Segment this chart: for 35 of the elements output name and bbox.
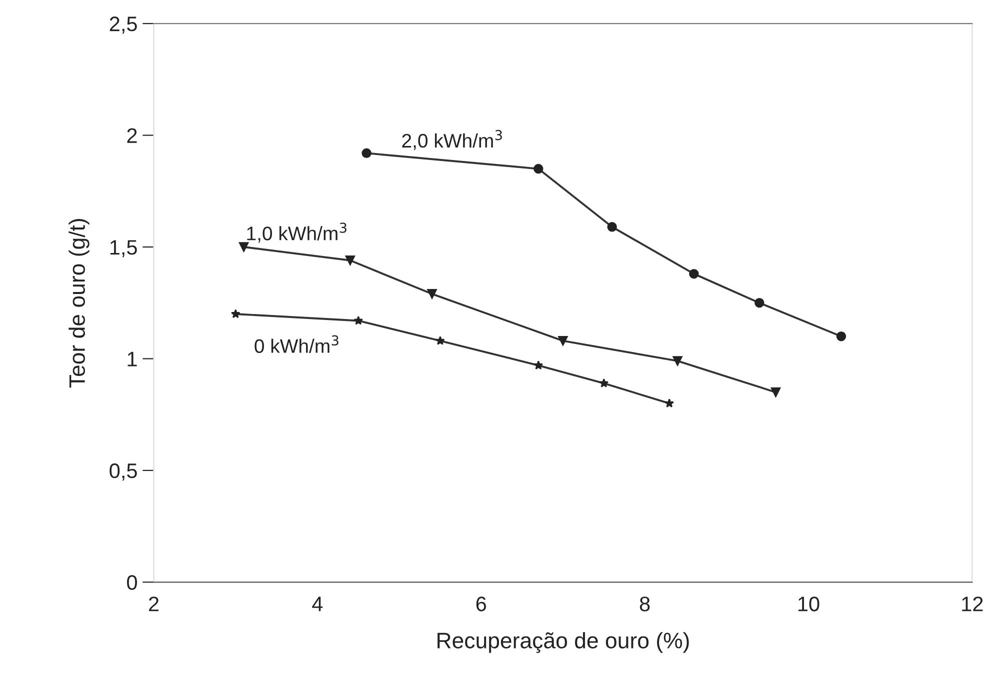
- y-axis-title: Teor de ouro (g/t): [68, 219, 90, 388]
- y-tick-label: 2,5: [110, 16, 137, 34]
- point: [230, 309, 240, 318]
- point: [534, 164, 544, 174]
- point: [558, 336, 568, 346]
- point: [672, 356, 682, 366]
- x-tick-label: 4: [312, 596, 323, 612]
- y-tick-label: 1,5: [110, 240, 137, 258]
- series-label: 1,0 kWh/m$^{3}$: [247, 222, 346, 243]
- point: [362, 148, 372, 158]
- point: [238, 242, 249, 252]
- x-tick-label: 6: [476, 596, 486, 612]
- series-label: 2,0 kWh/m$^{3}$: [402, 130, 502, 150]
- point: [436, 336, 445, 345]
- point: [599, 378, 609, 388]
- point: [836, 332, 846, 342]
- y-tick-label: 0,5: [110, 463, 137, 481]
- point: [427, 289, 437, 299]
- x-axis-title: Recuperação de ouro (%): [438, 632, 689, 653]
- x-tick-label: 8: [640, 596, 650, 612]
- point: [689, 268, 699, 279]
- x-tick-label: 12: [962, 596, 983, 612]
- x-tick-label: 2: [149, 596, 159, 612]
- point: [754, 298, 764, 308]
- y-tick-label: 1: [128, 352, 137, 366]
- x-tick-label: 10: [798, 596, 820, 612]
- y-tick-label: 0: [127, 575, 137, 590]
- y-tick-label: 2: [127, 128, 137, 143]
- point: [345, 256, 356, 266]
- point: [664, 398, 674, 408]
- point: [607, 222, 617, 232]
- point: [534, 360, 544, 370]
- point: [770, 387, 781, 398]
- series-label: 0 kWh/m$^{3}$: [254, 335, 338, 353]
- point: [354, 316, 364, 325]
